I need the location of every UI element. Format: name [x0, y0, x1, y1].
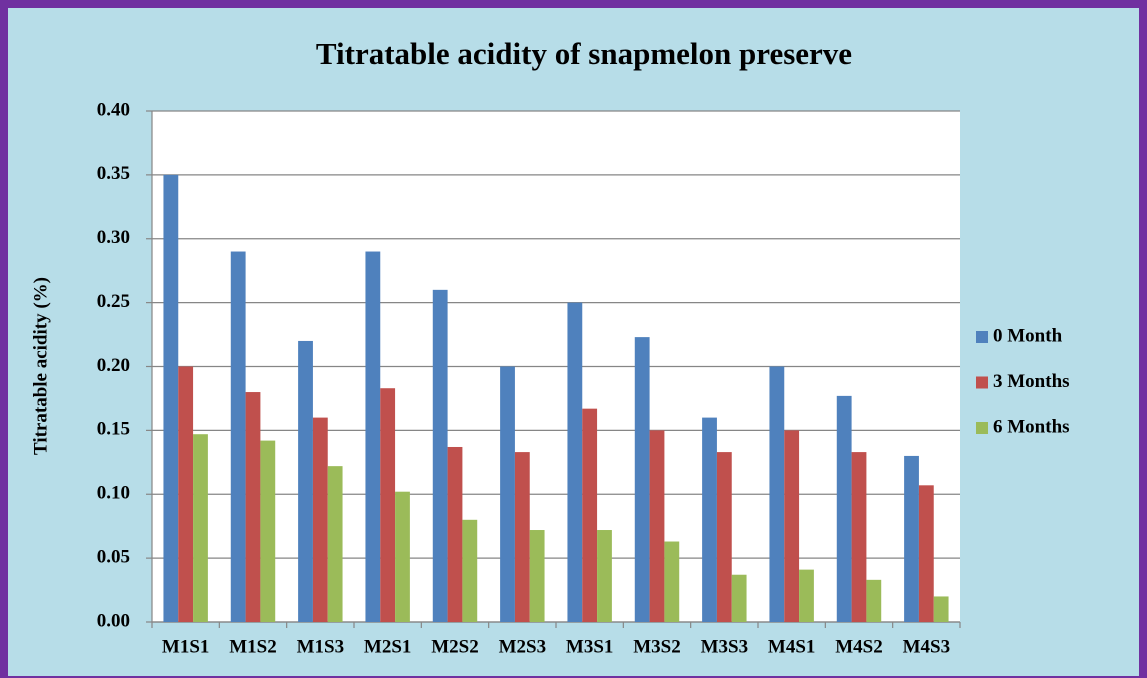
- x-tick-label: M3S1: [566, 636, 614, 657]
- bar: [514, 452, 530, 622]
- bar: [799, 569, 814, 622]
- bar: [312, 417, 328, 622]
- bar: [462, 519, 478, 622]
- bar: [649, 430, 665, 622]
- legend-swatch: [976, 331, 988, 343]
- bar: [866, 579, 882, 622]
- y-tick-label: 0.00: [97, 610, 130, 631]
- x-tick-label: M1S2: [229, 636, 277, 657]
- y-tick-label: 0.40: [97, 99, 130, 120]
- bar: [163, 174, 179, 622]
- chart-title: Titratable acidity of snapmelon preserve: [316, 36, 852, 71]
- bar: [447, 446, 463, 622]
- bar: [702, 417, 717, 622]
- bar: [500, 366, 515, 622]
- bar: [245, 392, 261, 622]
- x-tick-label: M2S2: [431, 636, 479, 657]
- x-tick-label: M1S3: [297, 636, 345, 657]
- bar: [664, 541, 680, 622]
- bar: [918, 485, 934, 622]
- bar: [260, 440, 276, 622]
- x-tick-label: M4S2: [835, 636, 883, 657]
- bar: [365, 251, 381, 622]
- bar: [178, 366, 194, 622]
- legend-label: 6 Months: [993, 416, 1070, 437]
- y-tick-label: 0.15: [97, 419, 130, 440]
- x-tick-label: M2S3: [499, 636, 547, 657]
- legend-swatch: [976, 422, 988, 434]
- bar: [380, 388, 396, 622]
- bar: [597, 530, 612, 622]
- bar: [634, 337, 650, 622]
- bar: [432, 289, 448, 622]
- x-tick-label: M4S1: [768, 636, 816, 657]
- bar: [567, 302, 583, 622]
- bar: [298, 340, 313, 622]
- bar: [395, 491, 410, 622]
- bar: [529, 530, 545, 622]
- y-tick-label: 0.25: [97, 291, 130, 312]
- x-tick-label: M2S1: [364, 636, 412, 657]
- y-tick-label: 0.30: [97, 227, 130, 248]
- x-tick-label: M3S3: [701, 636, 749, 657]
- y-axis-label: Titratable acidity (%): [30, 277, 51, 455]
- y-tick-label: 0.10: [97, 483, 130, 504]
- bar: [784, 430, 800, 622]
- bar: [933, 596, 949, 622]
- bar: [327, 466, 343, 622]
- bar: [193, 434, 208, 622]
- x-tick-label: M3S2: [633, 636, 681, 657]
- bar: [716, 452, 732, 622]
- bar: [582, 408, 598, 622]
- bar: [731, 574, 747, 622]
- legend-swatch: [976, 376, 988, 389]
- legend-label: 0 Month: [993, 325, 1063, 346]
- bar: [769, 366, 785, 622]
- bar: [230, 251, 246, 622]
- bar: [851, 452, 867, 622]
- y-tick-label: 0.20: [97, 355, 130, 376]
- y-tick-label: 0.05: [97, 546, 130, 567]
- legend-label: 3 Months: [993, 371, 1070, 392]
- bar: [904, 455, 919, 622]
- y-tick-label: 0.35: [97, 163, 130, 184]
- x-tick-label: M4S3: [903, 636, 951, 657]
- x-tick-label: M1S1: [162, 636, 210, 657]
- bar: [836, 395, 852, 622]
